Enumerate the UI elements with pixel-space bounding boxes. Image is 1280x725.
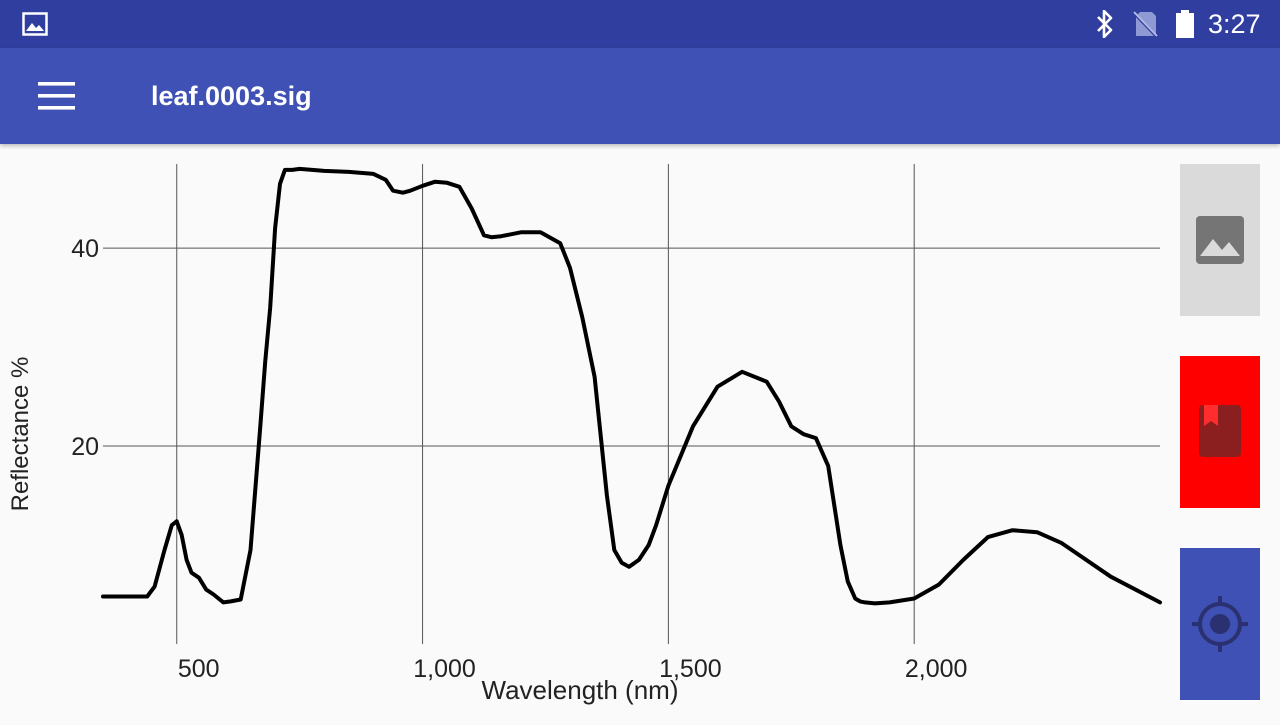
menu-button[interactable] <box>28 72 84 120</box>
series <box>101 166 1162 606</box>
y-tick-label: 20 <box>71 433 99 461</box>
hamburger-menu-icon <box>38 82 75 110</box>
image-notification-icon <box>22 12 48 36</box>
chart-svg: 500 1,000 1,500 2,000 20 40 Wavelength (nm) R… <box>7 164 1162 705</box>
battery-icon <box>1176 10 1194 38</box>
y-axis-label: Reflectance % <box>7 357 34 512</box>
bluetooth-icon <box>1097 10 1113 38</box>
clock: 3:27 <box>1208 9 1261 39</box>
spectrum-chart: 500 1,000 1,500 2,000 20 40 Wavelength (nm) R… <box>0 144 1170 720</box>
y-tick-label: 40 <box>71 235 99 263</box>
locate-button[interactable] <box>1180 548 1260 700</box>
gps-crosshair-icon <box>1192 596 1248 652</box>
bookmark-button[interactable] <box>1180 356 1260 508</box>
app-bar: leaf.0003.sig <box>0 48 1280 144</box>
status-bar: 3:27 <box>0 0 1280 48</box>
x-axis-label: Wavelength (nm) <box>482 675 679 705</box>
reflectance-series-line <box>101 166 1162 606</box>
grid <box>103 164 1160 644</box>
x-tick-label: 2,000 <box>905 655 968 683</box>
app-title: leaf.0003.sig <box>151 81 312 111</box>
image-icon <box>1196 216 1244 264</box>
x-tick-label: 1,000 <box>413 655 476 683</box>
bookmark-icon <box>1199 405 1241 457</box>
gallery-button[interactable] <box>1180 164 1260 316</box>
x-tick-label: 500 <box>178 655 220 683</box>
no-sim-icon <box>1132 11 1158 38</box>
x-tick-label: 1,500 <box>659 655 722 683</box>
tick-labels: 500 1,000 1,500 2,000 20 40 <box>71 235 967 683</box>
